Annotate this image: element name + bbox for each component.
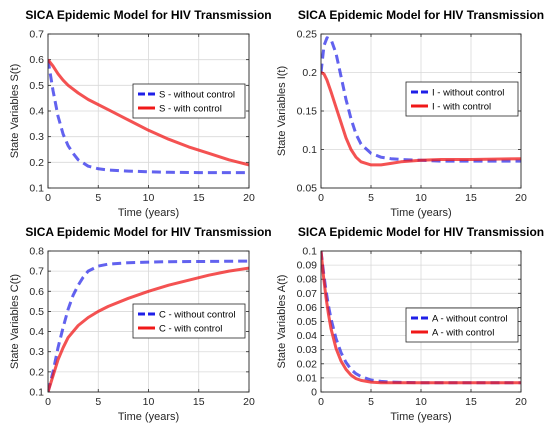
- y-tick-label: 0.08: [297, 274, 318, 286]
- chart-panel-2: 0 5 10 15 20 0.05 0.1 0.15 0.2 0.25 SICA Epidemic …: [276, 8, 544, 219]
- chart-title: SICA Epidemic Model for HIV Transmission: [298, 225, 544, 239]
- y-tick-label: 0.06: [297, 302, 318, 314]
- legend-entry: I - with control: [432, 102, 491, 113]
- legend: S - without control S - with control: [132, 83, 246, 119]
- x-tick-label: 20: [243, 396, 255, 408]
- x-tick-label: 20: [243, 192, 255, 204]
- axes-box: [320, 250, 522, 393]
- legend-entry: A - without control: [432, 314, 508, 325]
- legend-entry: C - with control: [159, 324, 222, 335]
- y-tick-label: 0.05: [297, 316, 318, 328]
- y-tick-label: 0.01: [297, 372, 318, 384]
- x-axis-label: Time (years): [118, 207, 179, 219]
- y-tick-label: 0.04: [297, 330, 318, 342]
- legend-entry: S - without control: [159, 90, 235, 101]
- y-tick-label: 0.4: [29, 326, 44, 338]
- y-tick-label: 0.2: [29, 366, 44, 378]
- legend-box: [132, 83, 246, 119]
- chart-panel-4: 0 5 10 15 2000.010.020.030.040.050.060.070.0…: [276, 225, 544, 423]
- x-tick-label: 15: [465, 396, 477, 408]
- x-tick-label: 10: [415, 396, 427, 408]
- y-tick-label: 0.1: [29, 183, 44, 195]
- x-tick-label: 0: [45, 192, 51, 204]
- y-tick-label: 0.5: [29, 80, 44, 92]
- y-tick-label: 0.07: [297, 288, 318, 300]
- y-tick-label: 0.15: [297, 106, 318, 118]
- series-line-with-control: [321, 251, 521, 385]
- legend-entry: C - without control: [159, 310, 236, 321]
- y-tick-label: 0.25: [297, 29, 318, 41]
- chart-title: SICA Epidemic Model for HIV Transmission: [25, 8, 271, 22]
- series-line-with-control: [321, 71, 521, 167]
- y-tick-label: 0.3: [29, 131, 44, 143]
- x-tick-label: 15: [465, 192, 477, 204]
- x-tick-label: 10: [143, 192, 155, 204]
- y-tick-label: 0.2: [29, 157, 44, 169]
- legend-entry: S - with control: [159, 104, 222, 115]
- x-tick-label: 5: [95, 192, 101, 204]
- x-tick-label: 20: [515, 192, 527, 204]
- axes-box: [47, 33, 250, 189]
- x-tick-label: 15: [193, 396, 205, 408]
- series-line-without-control: [48, 59, 249, 175]
- legend: C - without control C - with control: [132, 303, 246, 339]
- legend-box: [405, 81, 519, 117]
- series-line-with-control: [48, 266, 249, 392]
- x-tick-label: 20: [515, 396, 527, 408]
- y-tick-label: 0.7: [29, 29, 44, 41]
- y-tick-label: 0.5: [29, 306, 44, 318]
- legend: A - without control A - with control: [405, 307, 519, 343]
- y-tick-label: 0.6: [29, 286, 44, 298]
- y-tick-label: 0.1: [302, 144, 317, 156]
- x-tick-label: 10: [415, 192, 427, 204]
- y-tick-label: 0.1: [302, 246, 317, 258]
- x-tick-label: 15: [193, 192, 205, 204]
- x-axis-label: Time (years): [390, 411, 451, 423]
- legend-box: [405, 307, 519, 343]
- y-axis-label: State Variables S(t): [9, 64, 21, 159]
- y-tick-label: 0.6: [29, 54, 44, 66]
- y-tick-label: 0.3: [29, 346, 44, 358]
- x-tick-label: 5: [368, 192, 374, 204]
- chart-panel-1: 0 5 10 15 20 0.1 0.2 0.3 0.4 0.5 0.6 0.7 SICA Epidem…: [9, 8, 272, 219]
- y-tick-label: 0: [311, 387, 317, 399]
- y-axis-label: State Variables C(t): [9, 274, 21, 369]
- legend-entry: A - with control: [432, 328, 494, 339]
- y-tick-label: 0.4: [29, 106, 44, 118]
- y-tick-label: 0.03: [297, 344, 318, 356]
- chart-title: SICA Epidemic Model for HIV Transmission: [298, 8, 544, 22]
- x-axis-label: Time (years): [390, 207, 451, 219]
- y-tick-label: 0.05: [297, 183, 318, 195]
- x-tick-label: 5: [95, 396, 101, 408]
- x-tick-label: 0: [318, 192, 324, 204]
- y-tick-label: 0.1: [29, 387, 44, 399]
- series-line-without-control: [48, 259, 249, 392]
- y-axis-label: State Variables I(t): [276, 66, 288, 156]
- y-tick-label: 0.02: [297, 358, 318, 370]
- legend-entry: I - without control: [432, 88, 504, 99]
- y-tick-label: 0.7: [29, 266, 44, 278]
- axes-box: [47, 250, 250, 393]
- legend: I - without control I - with control: [405, 81, 519, 117]
- series-line-with-control: [48, 58, 249, 167]
- x-axis-label: Time (years): [118, 411, 179, 423]
- axes-box: [320, 33, 522, 189]
- x-tick-label: 0: [318, 396, 324, 408]
- y-tick-label: 0.2: [302, 67, 317, 79]
- y-tick-label: 0.8: [29, 246, 44, 258]
- y-axis-label: State Variables A(t): [276, 275, 288, 369]
- x-tick-label: 0: [45, 396, 51, 408]
- chart-panel-3: 0 5 10 15 20 0.1 0.2 0.3 0.4 0.5 0.6 0.7 0.8 SICA Epi…: [9, 225, 272, 423]
- y-tick-label: 0.09: [297, 260, 318, 272]
- x-tick-label: 10: [143, 396, 155, 408]
- chart-title: SICA Epidemic Model for HIV Transmission: [25, 225, 271, 239]
- x-tick-label: 5: [368, 396, 374, 408]
- legend-box: [132, 303, 246, 339]
